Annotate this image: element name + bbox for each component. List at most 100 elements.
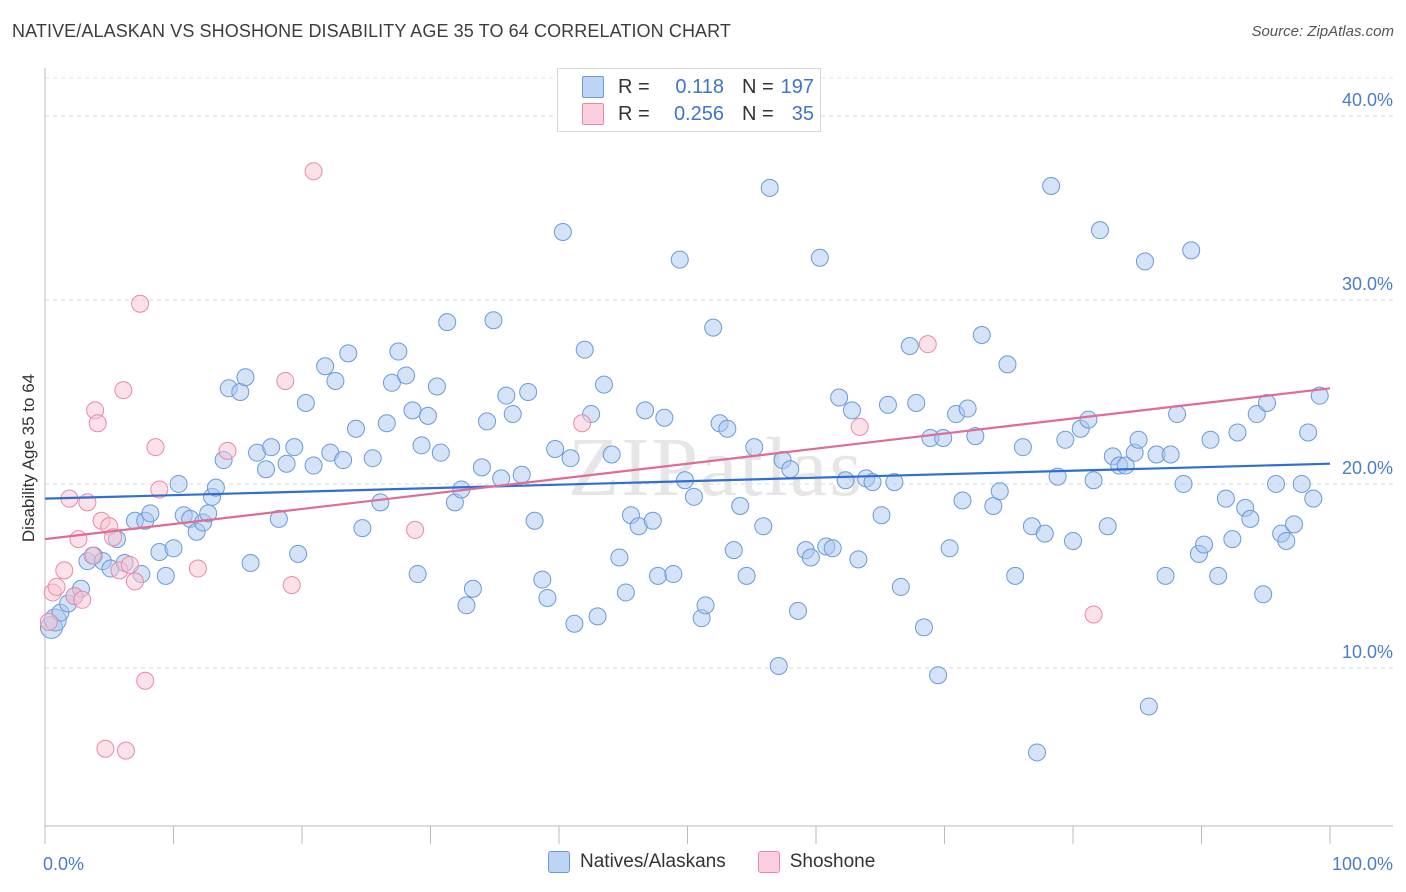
point-natives [156,566,175,585]
point-shoshone [116,741,135,760]
point-natives [836,471,855,490]
point-shoshone [304,162,323,181]
point-natives [484,311,503,330]
point-natives [565,614,584,633]
point-shoshone [276,371,295,390]
point-natives [966,427,985,446]
point-natives [998,355,1017,374]
point-natives [241,554,260,573]
point-natives [169,474,188,493]
point-natives [1299,423,1318,442]
point-natives [382,373,401,392]
point-natives [304,456,323,475]
series-label-shoshone: Shoshone [789,851,876,872]
point-natives [602,445,621,464]
trend-line-natives [44,462,1331,500]
point-natives [863,473,882,492]
point-natives [769,657,788,676]
point-natives [503,405,522,424]
point-natives [900,337,919,356]
point-natives [737,566,756,585]
point-natives [1209,566,1228,585]
watermark-text: ZIPatlas [568,421,864,514]
point-natives [326,371,345,390]
point-natives [371,493,390,512]
point-natives [285,438,304,457]
point-natives [397,366,416,385]
point-natives [1292,474,1311,493]
point-natives [389,342,408,361]
legend-row-natives: R = 0.118 N = 197 [582,73,814,101]
point-shoshone [83,546,102,565]
point-natives [1006,566,1025,585]
point-natives [1258,394,1277,413]
point-natives [206,478,225,497]
point-natives [353,519,372,538]
point-natives [1277,531,1296,550]
trend-lines [44,387,1331,541]
point-natives [1241,509,1260,528]
point-natives [1129,430,1148,449]
y-tick-label: 30.0% [1342,274,1393,294]
point-shoshone [282,576,301,595]
point-natives [538,588,557,607]
y-axis-label: Disability Age 35 to 64 [19,374,38,542]
point-shoshone [47,577,66,596]
legend-n-value: 197 [780,75,814,98]
chart-title: NATIVE/ALASKAN VS SHOSHONE DISABILITY AG… [12,21,732,41]
point-shoshone [131,294,150,313]
legend-n-label: N = [742,75,774,98]
point-natives [872,506,891,525]
point-natives [1064,531,1082,550]
point-natives [830,388,849,407]
point-natives [377,414,396,433]
point-shoshone [96,739,115,758]
point-natives [670,250,689,269]
point-natives [519,382,538,401]
point-natives [296,394,315,413]
tick-labels: 10.0% 20.0% 30.0% 40.0% 0.0% 100.0% [43,90,1393,874]
series-legend-shoshone: Shoshone [757,851,876,873]
y-tick-label: 20.0% [1342,458,1393,478]
point-natives [1013,438,1032,457]
point-natives [553,222,572,241]
point-natives [655,408,674,427]
point-natives [731,497,750,516]
point-shoshone [188,559,207,578]
point-shoshone [88,414,107,433]
point-natives [636,401,655,420]
series-swatch-natives [548,851,570,873]
point-natives [1195,535,1214,554]
point-natives [760,178,779,197]
point-shoshone [918,335,937,354]
point-natives [457,596,476,615]
point-natives [427,377,446,396]
point-shoshone [850,417,869,436]
point-natives [781,460,800,479]
point-natives [1182,241,1201,260]
point-natives [463,579,482,598]
data-points [39,162,1329,762]
point-natives [907,394,926,413]
point-natives [1174,474,1193,493]
series-legend-natives: Natives/Alaskans [548,851,726,873]
point-shoshone [120,555,139,574]
point-natives [801,548,820,567]
point-natives [1216,489,1235,508]
point-natives [1267,474,1286,493]
point-natives [1254,585,1273,604]
point-natives [1304,489,1323,508]
point-natives [339,344,358,363]
point-natives [1310,386,1329,405]
point-natives [478,412,497,431]
point-natives [1098,517,1117,536]
point-natives [1161,445,1180,464]
point-natives [810,248,829,267]
point-natives [724,541,743,560]
series-swatch-shoshone [757,851,780,873]
point-shoshone [104,528,123,547]
legend-n-value: 35 [791,102,814,125]
point-shoshone [136,671,155,690]
point-natives [914,618,933,637]
point-natives [885,473,904,492]
